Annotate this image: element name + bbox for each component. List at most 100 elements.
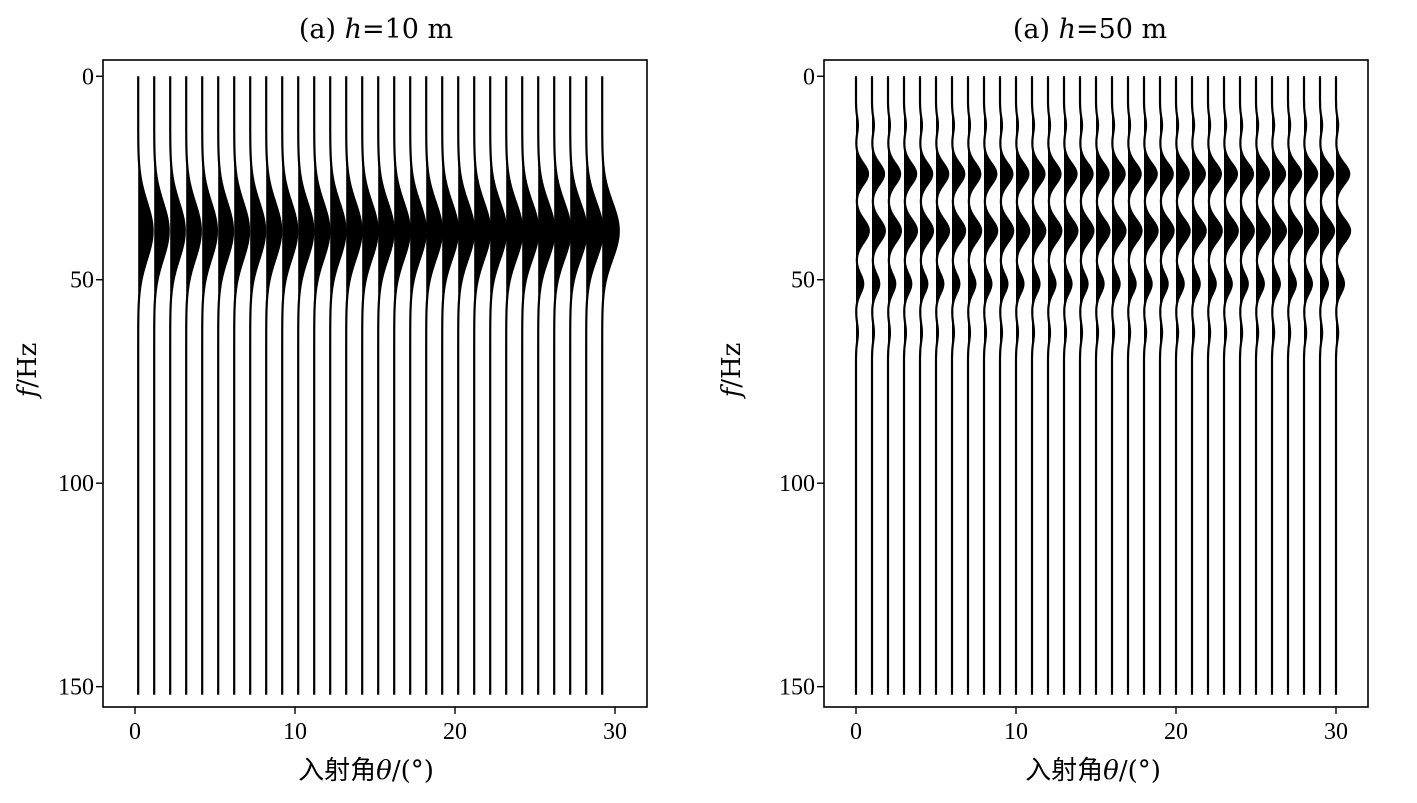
- trace-fill: [186, 76, 201, 695]
- trace-line: [1174, 76, 1191, 695]
- trace-fill: [872, 76, 885, 695]
- wiggle-traces: [854, 76, 1352, 695]
- trace-line: [409, 76, 427, 695]
- y-tick-label: 0: [803, 64, 815, 90]
- trace-fill: [490, 76, 507, 695]
- trace-line: [521, 76, 540, 695]
- trace-fill: [952, 76, 966, 695]
- trace-fill: [1096, 76, 1110, 695]
- trace-fill: [936, 76, 950, 695]
- trace-line: [329, 76, 347, 695]
- trace-fill: [1272, 76, 1286, 695]
- trace-line: [169, 76, 186, 695]
- trace-line: [1254, 76, 1271, 695]
- trace-fill: [458, 76, 475, 695]
- trace-fill: [538, 76, 555, 695]
- trace-line: [313, 76, 331, 695]
- trace-line: [377, 76, 395, 695]
- trace-fill: [346, 76, 362, 695]
- trace-line: [1014, 76, 1031, 695]
- trace-fill: [282, 76, 298, 695]
- trace-fill: [1320, 76, 1335, 695]
- trace-line: [854, 76, 870, 695]
- trace-fill: [1224, 76, 1238, 695]
- trace-line: [505, 76, 524, 695]
- chart-title: (a) h=50 m: [1013, 14, 1167, 45]
- trace-fill: [1080, 76, 1094, 695]
- chart-panel-h10: (a) h=10 m 0 10 20 30 0 50 100 150 入射角θ/(°) f/…: [13, 14, 648, 786]
- trace-fill: [904, 76, 917, 695]
- trace-line: [1190, 76, 1207, 695]
- trace-line: [425, 76, 444, 695]
- trace-fill: [394, 76, 410, 695]
- trace-line: [982, 76, 999, 695]
- trace-fill: [330, 76, 346, 695]
- trace-line: [918, 76, 935, 695]
- x-axis-label: 入射角θ/(°): [1025, 756, 1161, 786]
- x-tick-label: 30: [603, 719, 627, 745]
- trace-line: [393, 76, 411, 695]
- wiggle-traces: [137, 76, 620, 695]
- trace-fill: [410, 76, 426, 695]
- trace-line: [281, 76, 299, 695]
- trace-fill: [234, 76, 250, 695]
- trace-line: [249, 76, 267, 695]
- trace-line: [934, 76, 951, 695]
- trace-fill: [1256, 76, 1270, 695]
- plot-frame: [102, 59, 648, 708]
- y-axis-label: f/Hz: [13, 343, 43, 400]
- x-axis-ticks: 0 10 20 30: [129, 707, 627, 745]
- trace-fill: [1288, 76, 1302, 695]
- trace-fill: [554, 76, 571, 695]
- trace-line: [137, 76, 154, 695]
- trace-line: [1158, 76, 1175, 695]
- trace-line: [569, 76, 588, 695]
- trace-line: [886, 76, 902, 695]
- trace-fill: [154, 76, 169, 695]
- trace-line: [265, 76, 283, 695]
- trace-fill: [218, 76, 233, 695]
- trace-fill: [378, 76, 394, 695]
- y-tick-label: 100: [779, 471, 815, 497]
- chart-title: (a) h=10 m: [299, 14, 453, 45]
- trace-line: [585, 76, 604, 695]
- trace-fill: [856, 76, 869, 695]
- trace-fill: [522, 76, 539, 695]
- trace-fill: [1240, 76, 1254, 695]
- trace-fill: [1176, 76, 1190, 695]
- x-tick-label: 0: [850, 719, 862, 745]
- trace-line: [537, 76, 556, 695]
- trace-line: [1270, 76, 1288, 695]
- trace-fill: [426, 76, 442, 695]
- trace-line: [998, 76, 1015, 695]
- trace-fill: [1192, 76, 1206, 695]
- trace-fill: [298, 76, 314, 695]
- x-tick-label: 20: [1164, 719, 1188, 745]
- trace-line: [473, 76, 492, 695]
- x-axis-label: 入射角θ/(°): [298, 756, 434, 786]
- x-tick-label: 10: [283, 719, 307, 745]
- trace-line: [902, 76, 919, 695]
- x-tick-label: 20: [443, 719, 467, 745]
- y-tick-label: 150: [58, 675, 94, 701]
- plot-frame: [823, 59, 1369, 708]
- trace-line: [489, 76, 508, 695]
- trace-fill: [1048, 76, 1062, 695]
- y-tick-label: 0: [82, 64, 94, 90]
- trace-fill: [984, 76, 998, 695]
- trace-fill: [202, 76, 217, 695]
- trace-fill: [250, 76, 266, 695]
- trace-fill: [888, 76, 901, 695]
- trace-line: [1110, 76, 1127, 695]
- trace-line: [185, 76, 202, 695]
- trace-fill: [1016, 76, 1030, 695]
- trace-line: [345, 76, 363, 695]
- trace-line: [1334, 76, 1352, 695]
- trace-line: [1126, 76, 1143, 695]
- trace-fill: [474, 76, 491, 695]
- trace-line: [1046, 76, 1063, 695]
- trace-line: [217, 76, 235, 695]
- trace-fill: [442, 76, 459, 695]
- x-tick-label: 10: [1004, 719, 1028, 745]
